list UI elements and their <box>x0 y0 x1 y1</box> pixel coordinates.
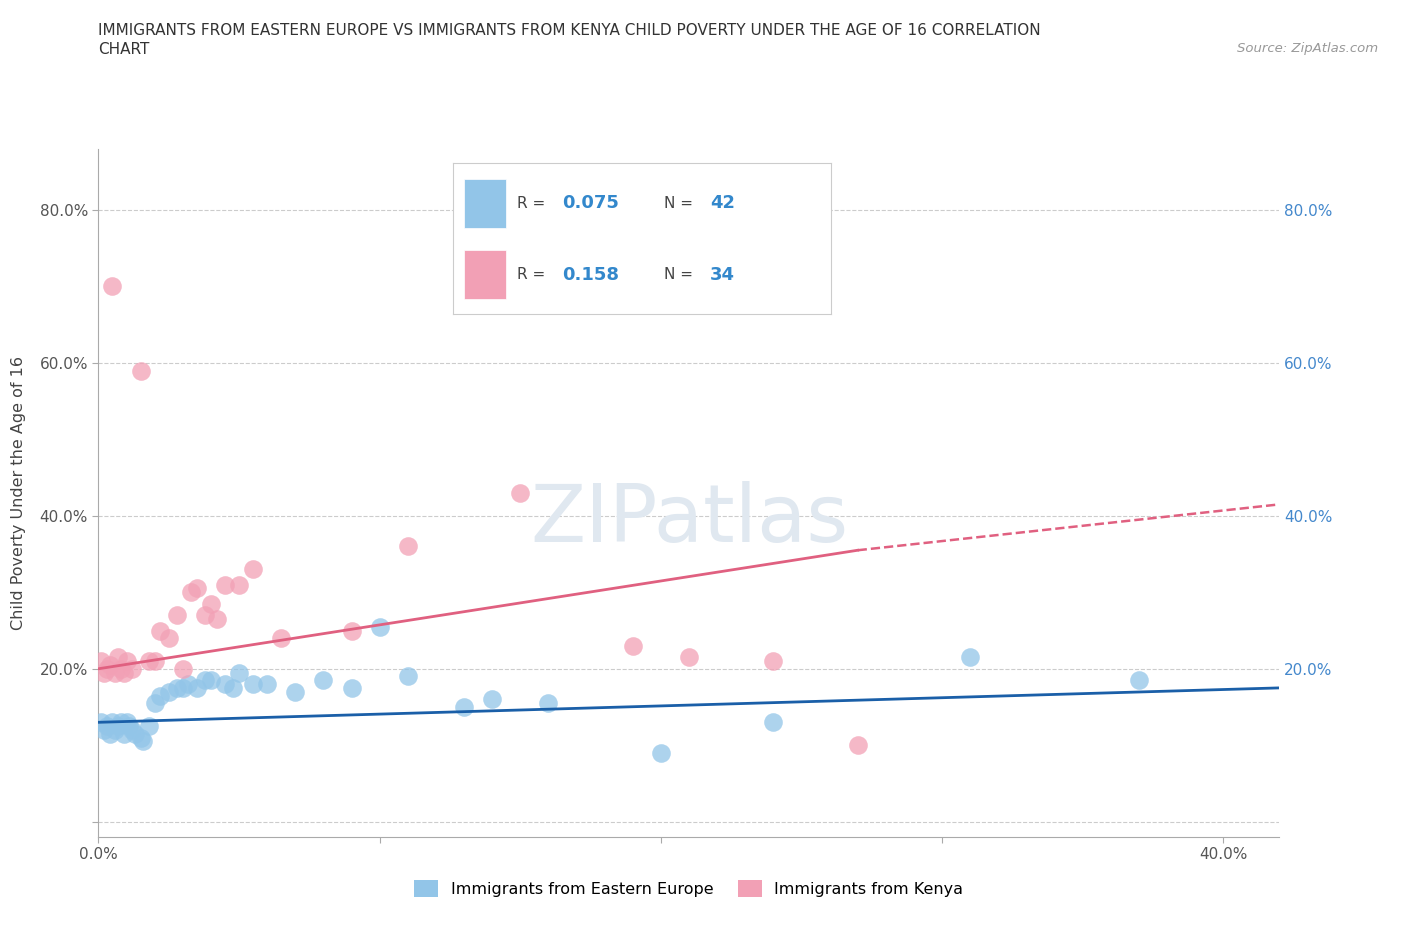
Point <box>172 681 194 696</box>
Point <box>200 596 222 611</box>
Point <box>112 726 135 741</box>
Point <box>481 692 503 707</box>
Point <box>194 672 217 687</box>
Point <box>1128 672 1150 687</box>
Point <box>157 684 180 699</box>
Point <box>284 684 307 699</box>
Point <box>118 719 141 734</box>
Point <box>115 654 138 669</box>
Point <box>222 681 245 696</box>
Point <box>368 619 391 634</box>
Point <box>90 654 112 669</box>
Point <box>132 734 155 749</box>
Point <box>149 623 172 638</box>
Point <box>762 715 785 730</box>
Point <box>166 681 188 696</box>
Point <box>396 539 419 554</box>
Point <box>537 696 560 711</box>
Point <box>107 719 129 734</box>
Point <box>101 279 124 294</box>
Point <box>138 654 160 669</box>
Point <box>200 672 222 687</box>
Point <box>205 612 228 627</box>
Point <box>101 715 124 730</box>
Point <box>228 665 250 680</box>
Point <box>96 661 118 676</box>
Point <box>138 719 160 734</box>
Point <box>242 562 264 577</box>
Point <box>846 737 869 752</box>
Point <box>678 650 700 665</box>
Point <box>112 665 135 680</box>
Point <box>762 654 785 669</box>
Text: ZIPatlas: ZIPatlas <box>530 482 848 560</box>
Point <box>149 688 172 703</box>
Point <box>453 699 475 714</box>
Text: IMMIGRANTS FROM EASTERN EUROPE VS IMMIGRANTS FROM KENYA CHILD POVERTY UNDER THE : IMMIGRANTS FROM EASTERN EUROPE VS IMMIGR… <box>98 23 1040 38</box>
Point <box>121 723 143 737</box>
Point <box>90 715 112 730</box>
Point <box>186 681 208 696</box>
Point <box>256 677 278 692</box>
Point <box>228 578 250 592</box>
Point <box>129 730 152 745</box>
Point <box>124 726 146 741</box>
Point <box>650 746 672 761</box>
Point <box>121 661 143 676</box>
Point <box>340 681 363 696</box>
Point <box>98 658 121 672</box>
Point <box>129 363 152 378</box>
Point <box>242 677 264 692</box>
Point <box>104 665 127 680</box>
Point <box>396 669 419 684</box>
Point <box>621 638 644 653</box>
Point <box>110 661 132 676</box>
Point <box>509 485 531 500</box>
Point <box>93 723 115 737</box>
Point <box>107 650 129 665</box>
Point <box>93 665 115 680</box>
Point <box>270 631 292 645</box>
Point <box>177 677 200 692</box>
Point <box>143 696 166 711</box>
Y-axis label: Child Poverty Under the Age of 16: Child Poverty Under the Age of 16 <box>11 356 25 630</box>
Point <box>157 631 180 645</box>
Point <box>115 715 138 730</box>
Point <box>340 623 363 638</box>
Point <box>186 581 208 596</box>
Point <box>180 585 202 600</box>
Text: Source: ZipAtlas.com: Source: ZipAtlas.com <box>1237 42 1378 55</box>
Point <box>166 608 188 623</box>
Point <box>143 654 166 669</box>
Point <box>214 677 236 692</box>
Point <box>959 650 981 665</box>
Point <box>172 661 194 676</box>
Text: CHART: CHART <box>98 42 150 57</box>
Point <box>98 726 121 741</box>
Point <box>194 608 217 623</box>
Point <box>312 672 335 687</box>
Legend: Immigrants from Eastern Europe, Immigrants from Kenya: Immigrants from Eastern Europe, Immigran… <box>406 872 972 905</box>
Point <box>214 578 236 592</box>
Point <box>104 723 127 737</box>
Point <box>110 715 132 730</box>
Point <box>96 719 118 734</box>
